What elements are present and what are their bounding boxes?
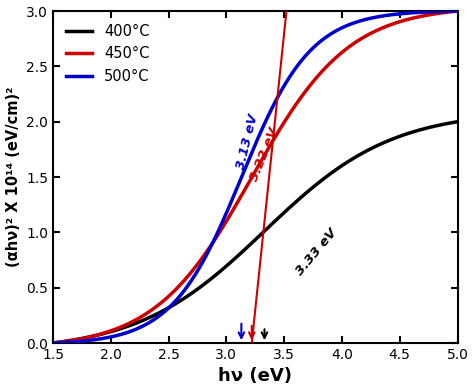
Text: 3.33 eV: 3.33 eV: [293, 226, 340, 278]
Text: 3.22 eV: 3.22 eV: [248, 126, 281, 184]
Legend: 400°C, 450°C, 500°C: 400°C, 450°C, 500°C: [60, 18, 155, 90]
X-axis label: hν (eV): hν (eV): [218, 368, 292, 386]
Y-axis label: (αhν)² X 10¹⁴ (eV/cm)²: (αhν)² X 10¹⁴ (eV/cm)²: [6, 87, 20, 267]
Text: 3.13 eV: 3.13 eV: [235, 113, 261, 171]
